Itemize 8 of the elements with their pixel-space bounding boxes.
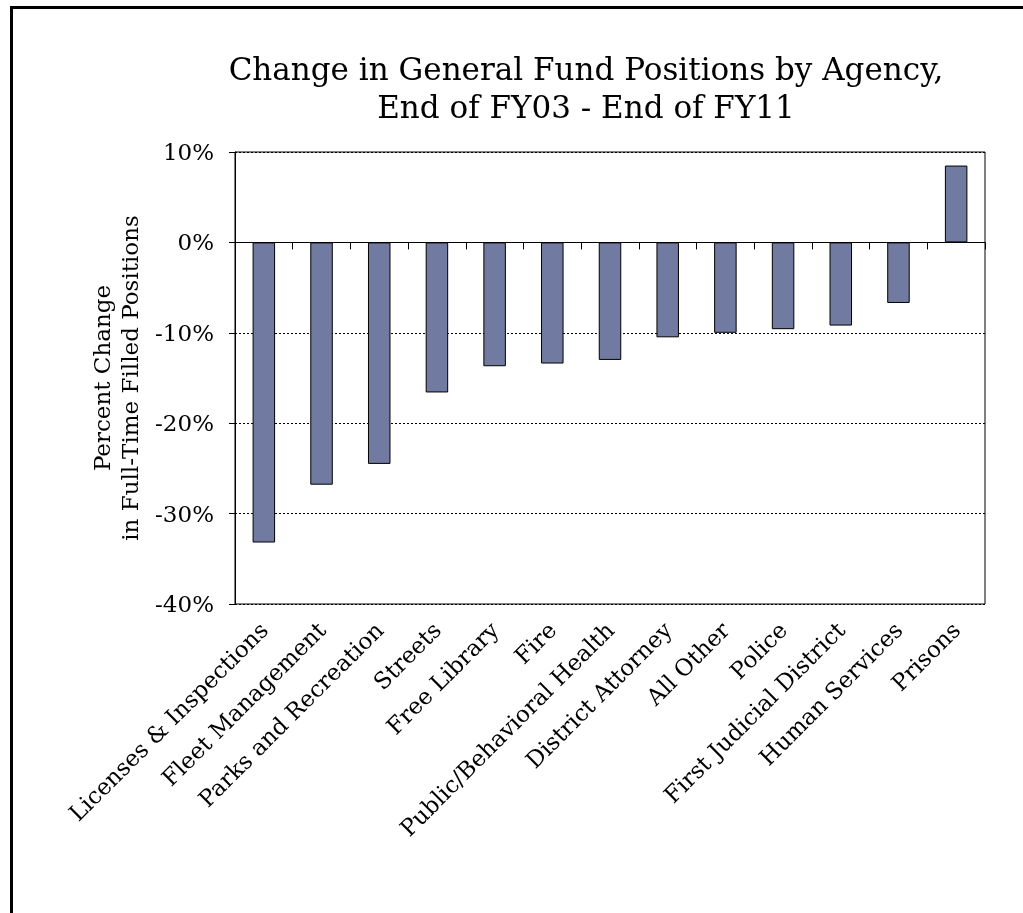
y-tick-label: -10% — [155, 319, 214, 346]
y-tick-label: -30% — [155, 500, 214, 527]
y-axis-title: Percent Change in Full-Time Filled Positions — [89, 215, 144, 541]
y-tick-label: 0% — [177, 229, 214, 256]
chart-title: Change in General Fund Positions by Agency, End of FY03 - End of FY11 — [228, 51, 944, 125]
y-tick-label: -40% — [155, 591, 214, 617]
y-tick-label: -20% — [155, 410, 214, 437]
y-tick-label: 10% — [162, 139, 214, 165]
